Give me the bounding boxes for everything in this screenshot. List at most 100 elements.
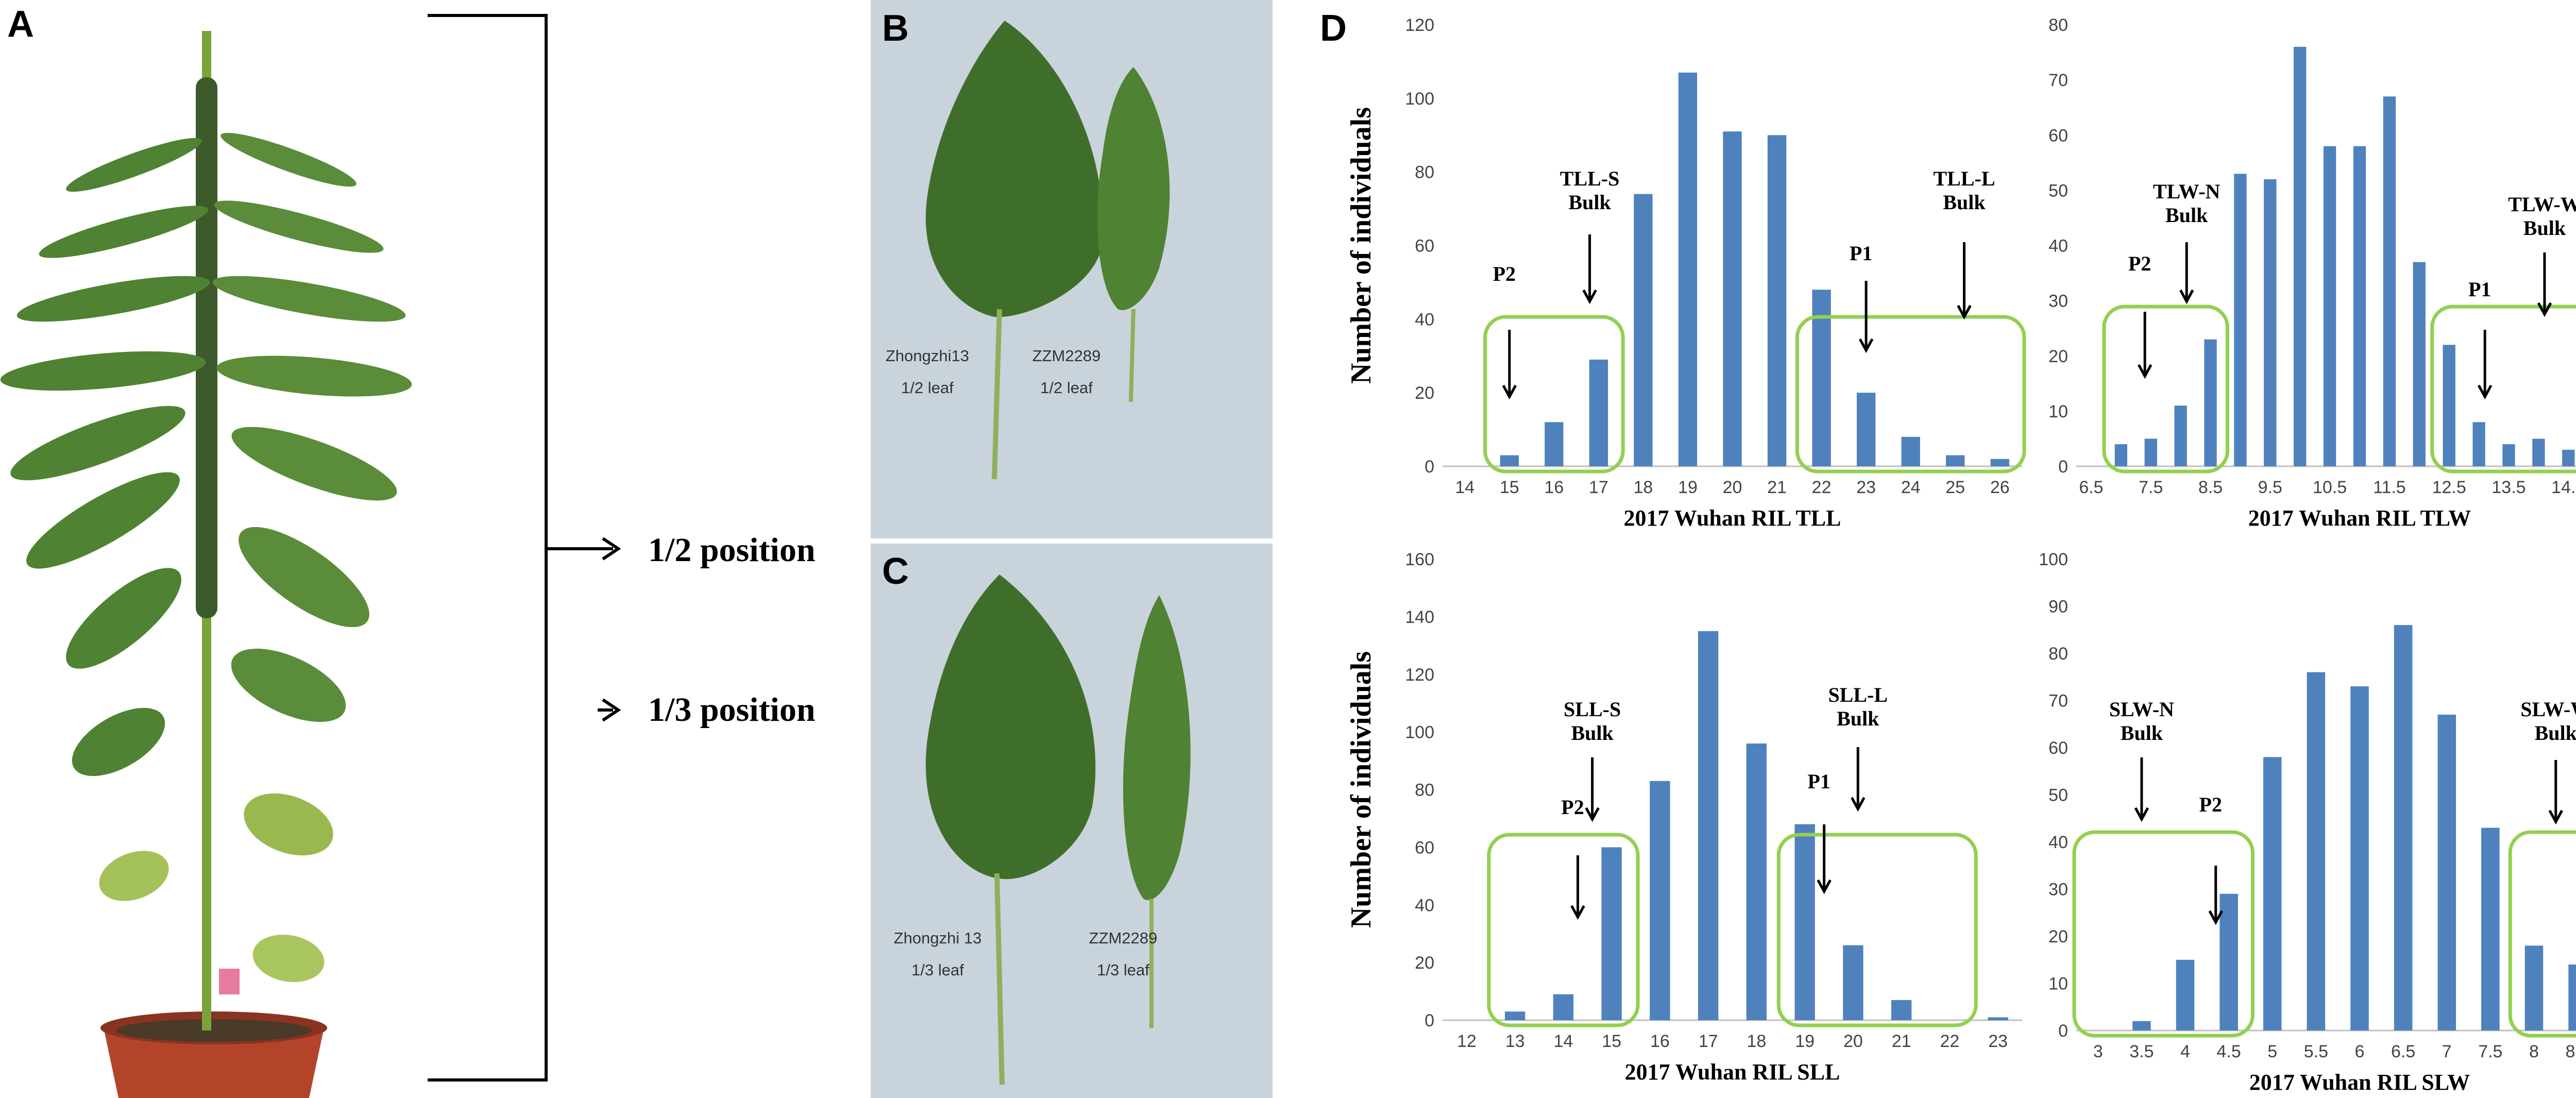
low-bulk-label: Bulk [1568, 191, 1611, 214]
x-tick-label: 12.5 [2432, 478, 2466, 497]
x-tick-label: 16 [1650, 1032, 1670, 1051]
bar [2443, 345, 2455, 466]
histogram-0: 0 20 40 60 80 100 120 14 15 16 17 18 19 20 21 22 23 24 25 2… [1345, 15, 2026, 531]
x-tick-label: 9.5 [2258, 478, 2282, 497]
bar [2264, 179, 2277, 466]
parent2-label: P2 [1493, 262, 1516, 285]
bar [2472, 422, 2485, 466]
low-bulk-label: SLL-S [1564, 698, 1621, 721]
parent2-label: P2 [2199, 793, 2222, 816]
x-tick-label: 26 [1990, 478, 2010, 497]
x-tick-label: 21 [1892, 1032, 1911, 1051]
low-bulk-label: Bulk [1571, 721, 1614, 745]
bar [2562, 449, 2575, 466]
third-leaf-illustration [925, 575, 1191, 1085]
parent1-arrow-head [1817, 879, 1832, 894]
x-tick-label: 5 [2267, 1042, 2277, 1061]
plant-photo [0, 0, 433, 1098]
bar [2394, 625, 2413, 1031]
parent2-arrow-head [2137, 364, 2153, 379]
x-tick-label: 14 [1553, 1032, 1573, 1051]
y-tick-label: 140 [1405, 607, 1434, 627]
high-bulk-box [2508, 830, 2576, 1038]
x-tick-label: 8.5 [2565, 1042, 2576, 1061]
x-tick-label: 23 [1856, 478, 1876, 497]
y-tick-label: 40 [2048, 833, 2068, 852]
bar [2219, 893, 2238, 1031]
high-bulk-box [2430, 305, 2576, 474]
high-bulk-label: SLW-W [2520, 698, 2576, 721]
bar [1901, 436, 1920, 466]
leaf-position: 1/3 leaf [1097, 961, 1149, 979]
x-tick-label: 15 [1500, 478, 1519, 497]
y-tick-label: 60 [1415, 237, 1434, 256]
x-tick-label: 15 [1602, 1032, 1621, 1051]
histogram-3: 0 10 20 30 40 50 60 70 80 90 100 3 3.5 4 4.5 5 5.5 6 6.5 7 7… [2039, 550, 2576, 1095]
x-tick-label: 19 [1678, 478, 1698, 497]
bar [1843, 945, 1863, 1020]
bar [2176, 959, 2195, 1031]
low-bulk-box [2072, 830, 2255, 1038]
low-bulk-arrow-head [2134, 807, 2149, 822]
x-tick-label: 24 [1901, 478, 1921, 497]
high-bulk-label: Bulk [1943, 191, 1986, 214]
histogram-1: 0 10 20 30 40 50 60 70 80 6.5 7.5 8.5 9.5 10.5 11.5 12.… [2048, 15, 2576, 531]
bar [1601, 847, 1622, 1020]
leaf-caption-c-left: Zhongzhi 13 1/3 leaf [876, 922, 999, 986]
y-tick-label: 40 [1415, 896, 1434, 915]
x-axis-title: 2017 Wuhan RIL SLL [1625, 1059, 1840, 1085]
bar [2481, 827, 2500, 1031]
x-tick-label: 14.5 [2551, 478, 2576, 497]
bar [2323, 146, 2336, 466]
x-tick-label: 14 [1455, 478, 1475, 497]
x-tick-label: 17 [1589, 478, 1608, 497]
y-tick-label: 80 [1415, 781, 1434, 800]
x-axis-title: 2017 Wuhan RIL TLW [2248, 505, 2471, 531]
leaf-caption-c-right: ZZM2289 1/3 leaf [1066, 922, 1180, 986]
x-tick-label: 13.5 [2492, 478, 2526, 497]
bar [1723, 131, 1742, 466]
bar [2353, 146, 2366, 466]
low-bulk-label: Bulk [2121, 721, 2163, 745]
half-leaf-illustration [925, 21, 1170, 480]
x-tick-label: 8.5 [2198, 478, 2223, 497]
y-tick-label: 30 [2048, 292, 2068, 311]
x-tick-label: 4 [2180, 1042, 2190, 1061]
bar [2234, 174, 2247, 466]
bar [2350, 686, 2369, 1031]
bar [2114, 444, 2127, 466]
bar [1500, 455, 1519, 466]
bar [2263, 757, 2282, 1031]
x-tick-label: 21 [1767, 478, 1787, 497]
y-tick-label: 20 [1415, 953, 1434, 973]
x-tick-label: 17 [1699, 1032, 1718, 1051]
bar [1856, 393, 1876, 466]
x-tick-label: 3.5 [2129, 1042, 2154, 1061]
variety-name: Zhongzhi13 [885, 347, 969, 365]
x-tick-label: 3 [2093, 1042, 2103, 1061]
y-tick-label: 10 [2048, 402, 2068, 421]
x-tick-label: 22 [1812, 478, 1832, 497]
y-tick-label: 40 [2048, 237, 2068, 256]
bar [1767, 135, 1787, 466]
high-bulk-label: Bulk [2523, 216, 2566, 240]
bar [2132, 1021, 2151, 1031]
y-tick-label: 0 [2058, 1021, 2068, 1041]
high-bulk-box [1795, 315, 2026, 474]
x-axis-title: 2017 Wuhan RIL SLW [2249, 1070, 2470, 1095]
high-bulk-label: TLL-L [1933, 167, 1995, 190]
x-tick-label: 20 [1843, 1032, 1863, 1051]
high-bulk-label: Bulk [2535, 721, 2576, 745]
bar [2437, 714, 2456, 1031]
y-tick-label: 0 [1425, 1011, 1434, 1031]
panel-label-b: B [882, 8, 909, 49]
low-bulk-box [1483, 315, 1625, 474]
y-tick-label: 80 [1415, 163, 1434, 182]
bar [1504, 1011, 1526, 1020]
y-tick-label: 40 [1415, 310, 1434, 329]
panel-label-c: C [882, 551, 909, 592]
y-tick-label: 70 [2048, 71, 2068, 90]
x-tick-label: 25 [1945, 478, 1965, 497]
low-bulk-arrow-head [1585, 807, 1600, 822]
